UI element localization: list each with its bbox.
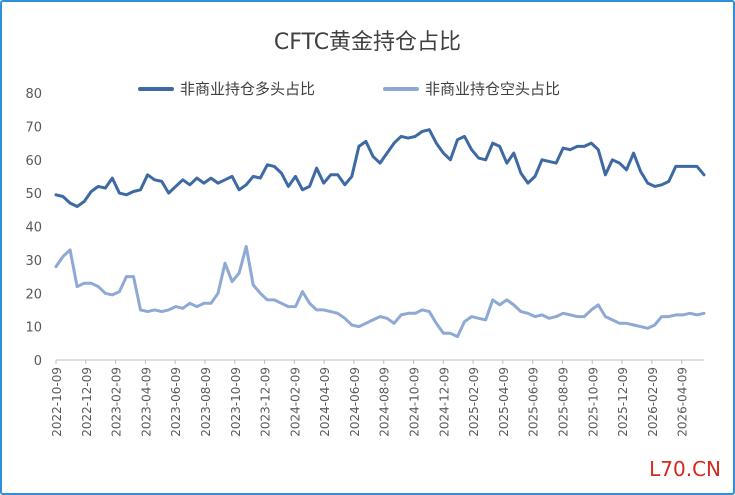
- x-tick-label: 2025-12-09: [616, 367, 630, 437]
- legend-item-short: 非商业持仓空头占比: [383, 78, 560, 99]
- x-tick-label: 2026-02-09: [646, 367, 660, 437]
- x-tick-label: 2022-12-09: [80, 367, 94, 437]
- y-tick-label: 10: [25, 321, 42, 336]
- x-tick-label: 2024-12-09: [437, 367, 451, 437]
- x-tick-label: 2023-06-09: [169, 367, 183, 437]
- watermark-logo: L70.CN: [649, 457, 721, 481]
- legend-swatch-short: [383, 86, 419, 91]
- x-tick-label: 2023-04-09: [139, 367, 153, 437]
- x-tick-label: 2022-10-09: [50, 367, 64, 437]
- x-tick-label: 2023-10-09: [229, 367, 243, 437]
- legend-label-short: 非商业持仓空头占比: [425, 80, 561, 98]
- y-tick-label: 50: [25, 187, 42, 202]
- x-tick-label: 2023-12-09: [259, 367, 273, 437]
- x-tick-label: 2023-02-09: [110, 367, 124, 437]
- legend-item-long: 非商业持仓多头占比: [138, 78, 315, 99]
- x-tick-label: 2025-06-09: [527, 367, 541, 437]
- chart-title: CFTC黄金持仓占比: [273, 30, 462, 55]
- x-tick-label: 2024-02-09: [288, 367, 302, 437]
- y-tick-label: 20: [25, 287, 42, 302]
- x-tick-label: 2025-02-09: [467, 367, 481, 437]
- y-tick-label: 30: [25, 254, 42, 269]
- legend-label-long: 非商业持仓多头占比: [180, 80, 316, 98]
- y-tick-label: 60: [25, 154, 42, 169]
- x-tick-label: 2025-10-09: [586, 367, 600, 437]
- x-tick-label: 2024-06-09: [348, 367, 362, 437]
- x-tick-label: 2024-10-09: [408, 367, 422, 437]
- x-tick-label: 2024-08-09: [378, 367, 392, 437]
- legend-swatch-long: [138, 86, 174, 91]
- x-tick-label: 2024-04-09: [318, 367, 332, 437]
- y-tick-label: 80: [25, 87, 42, 102]
- series-line-long: [54, 128, 706, 208]
- x-tick-label: 2025-08-09: [556, 367, 570, 437]
- series-line-short: [54, 245, 706, 339]
- y-tick-label: 70: [25, 120, 42, 135]
- x-tick-label: 2026-04-09: [676, 367, 690, 437]
- x-tick-label: 2023-08-09: [199, 367, 213, 437]
- y-tick-label: 0: [34, 354, 42, 369]
- y-tick-label: 40: [25, 221, 42, 236]
- x-tick-label: 2025-04-09: [497, 367, 511, 437]
